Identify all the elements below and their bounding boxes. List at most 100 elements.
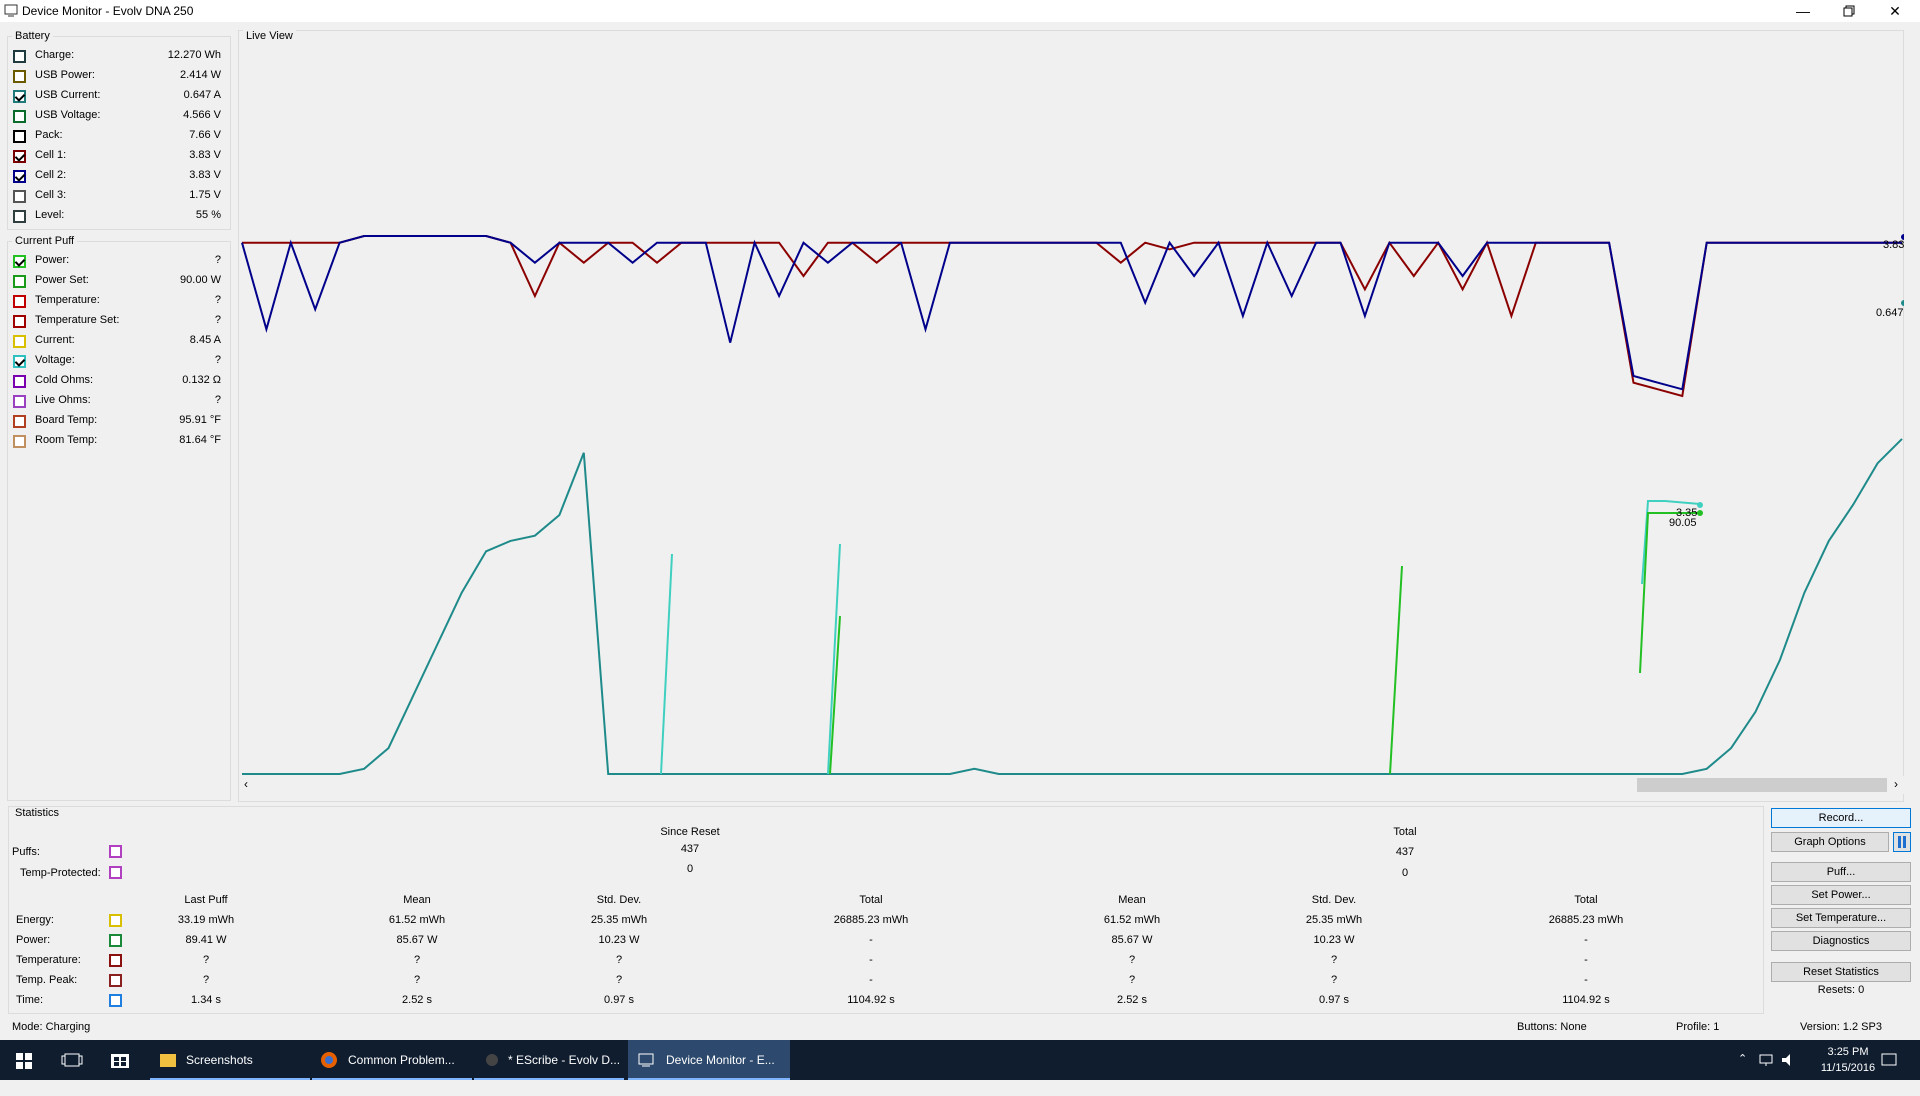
resets-count: Resets: 0 [1817, 984, 1865, 996]
puff-item-checkbox[interactable] [13, 435, 26, 448]
start-button[interactable] [0, 1040, 48, 1080]
diagnostics-button[interactable]: Diagnostics [1771, 931, 1911, 951]
notifications-icon[interactable] [1880, 1052, 1898, 1068]
temp-protected-label: Temp-Protected: [20, 867, 101, 879]
stat-row-checkbox[interactable] [109, 934, 122, 947]
windows-logo-icon [16, 1053, 32, 1069]
scroll-thumb[interactable] [1637, 778, 1887, 792]
scroll-right-icon[interactable]: › [1894, 777, 1898, 791]
clock-date[interactable]: 11/15/2016 [1820, 1062, 1876, 1074]
status-bar: Mode: Charging Buttons: None Profile: 1 … [0, 1014, 1920, 1040]
record-button[interactable]: Record... [1771, 808, 1911, 828]
battery-title: Battery [12, 30, 53, 42]
window-title: Device Monitor - Evolv DNA 250 [22, 4, 194, 18]
power-recent-line [1639, 512, 1700, 674]
active-underline [628, 1078, 790, 1080]
set-temperature-button[interactable]: Set Temperature... [1771, 908, 1911, 928]
live-view-title: Live View [243, 30, 296, 42]
battery-item-label: Level: [35, 209, 65, 221]
stat-cell: 26885.23 mWh [833, 914, 909, 926]
puff-item-checkbox[interactable] [13, 315, 26, 328]
puff-item-value: ? [214, 354, 221, 366]
volume-icon[interactable] [1780, 1052, 1798, 1068]
reset-statistics-button[interactable]: Reset Statistics [1771, 962, 1911, 982]
battery-item-checkbox[interactable] [13, 50, 26, 63]
stat-cell: - [869, 954, 873, 966]
stat-cell: 1104.92 s [1562, 994, 1610, 1006]
taskbar-item-firefox[interactable]: Common Problem... [312, 1040, 472, 1080]
device-monitor-icon [638, 1053, 654, 1067]
version-status: Version: 1.2 SP3 [1800, 1021, 1882, 1033]
graph-options-button[interactable]: Graph Options [1771, 832, 1889, 852]
temp-protected-total: 0 [1401, 867, 1409, 879]
pause-button[interactable] [1893, 832, 1911, 852]
series-line-0 [242, 235, 1902, 398]
taskbar-item-device-monitor[interactable]: Device Monitor - E... [628, 1040, 790, 1080]
title-bar: Device Monitor - Evolv DNA 250 — ✕ [0, 0, 1920, 22]
battery-item-checkbox[interactable] [13, 210, 26, 223]
stat-cell: 85.67 W [396, 934, 438, 946]
puff-item-label: Power: [35, 254, 70, 266]
stat-row-checkbox[interactable] [109, 914, 122, 927]
battery-item-checkbox[interactable] [13, 150, 26, 163]
puff-item-checkbox[interactable] [13, 275, 26, 288]
power-marker [1697, 510, 1703, 516]
taskbar-item-escribe[interactable]: * EScribe - Evolv D... [474, 1040, 624, 1080]
battery-item-checkbox[interactable] [13, 110, 26, 123]
chart-horizontal-scrollbar[interactable]: ‹ › [240, 776, 1904, 794]
temp-protected-checkbox[interactable] [109, 866, 122, 879]
stat-cell: ? [1128, 974, 1136, 986]
cell-marker [1901, 234, 1904, 240]
minimize-button[interactable]: — [1796, 3, 1810, 19]
firefox-icon [321, 1052, 337, 1068]
battery-item-value: 2.414 W [180, 69, 221, 81]
mode-status: Mode: Charging [12, 1021, 91, 1033]
puff-item-checkbox[interactable] [13, 335, 26, 348]
puffs-total: 437 [1395, 846, 1415, 858]
stat-row-checkbox[interactable] [109, 974, 122, 987]
stat-column-header: Std. Dev. [596, 894, 642, 906]
puff-button[interactable]: Puff... [1771, 862, 1911, 882]
puff-item-checkbox[interactable] [13, 415, 26, 428]
battery-item-checkbox[interactable] [13, 90, 26, 103]
puff-item-checkbox[interactable] [13, 295, 26, 308]
puff-item-label: Voltage: [35, 354, 75, 366]
since-reset-header: Since Reset [660, 826, 720, 838]
set-power-button[interactable]: Set Power... [1771, 885, 1911, 905]
scroll-left-icon[interactable]: ‹ [244, 777, 248, 791]
battery-group [7, 36, 231, 230]
puffs-checkbox[interactable] [109, 845, 122, 858]
show-hidden-icons-icon[interactable]: ⌃ [1738, 1053, 1748, 1065]
puff-item-checkbox[interactable] [13, 255, 26, 268]
battery-item-label: Charge: [35, 49, 75, 61]
task-view-button[interactable] [48, 1040, 96, 1080]
power-spike [1389, 565, 1403, 775]
puff-item-label: Power Set: [35, 274, 89, 286]
battery-item-checkbox[interactable] [13, 130, 26, 143]
current-puff-title: Current Puff [12, 235, 78, 247]
profile-status: Profile: 1 [1676, 1021, 1720, 1033]
puffs-since-reset: 437 [680, 843, 700, 855]
battery-item-checkbox[interactable] [13, 70, 26, 83]
close-button[interactable]: ✕ [1889, 3, 1901, 19]
app-icon [4, 4, 18, 17]
stat-row-label: Temperature: [16, 954, 81, 966]
battery-item-checkbox[interactable] [13, 190, 26, 203]
folder-icon [160, 1054, 176, 1067]
clock-time[interactable]: 3:25 PM [1827, 1046, 1869, 1058]
stat-cell: 25.35 mWh [1305, 914, 1363, 926]
stat-row-checkbox[interactable] [109, 954, 122, 967]
stat-cell: ? [202, 974, 210, 986]
store-button[interactable] [96, 1040, 144, 1080]
live-view-panel [238, 30, 1904, 802]
restore-button[interactable] [1826, 0, 1872, 22]
live-view-chart[interactable]: 3.83 0.647 3.35 90.05 [240, 46, 1904, 776]
taskbar-item-screenshots[interactable]: Screenshots [150, 1040, 310, 1080]
network-icon[interactable] [1758, 1052, 1776, 1068]
puff-item-checkbox[interactable] [13, 375, 26, 388]
puff-item-checkbox[interactable] [13, 395, 26, 408]
battery-item-checkbox[interactable] [13, 170, 26, 183]
stat-column-header: Mean [403, 894, 431, 906]
stat-row-checkbox[interactable] [109, 994, 122, 1007]
puff-item-checkbox[interactable] [13, 355, 26, 368]
